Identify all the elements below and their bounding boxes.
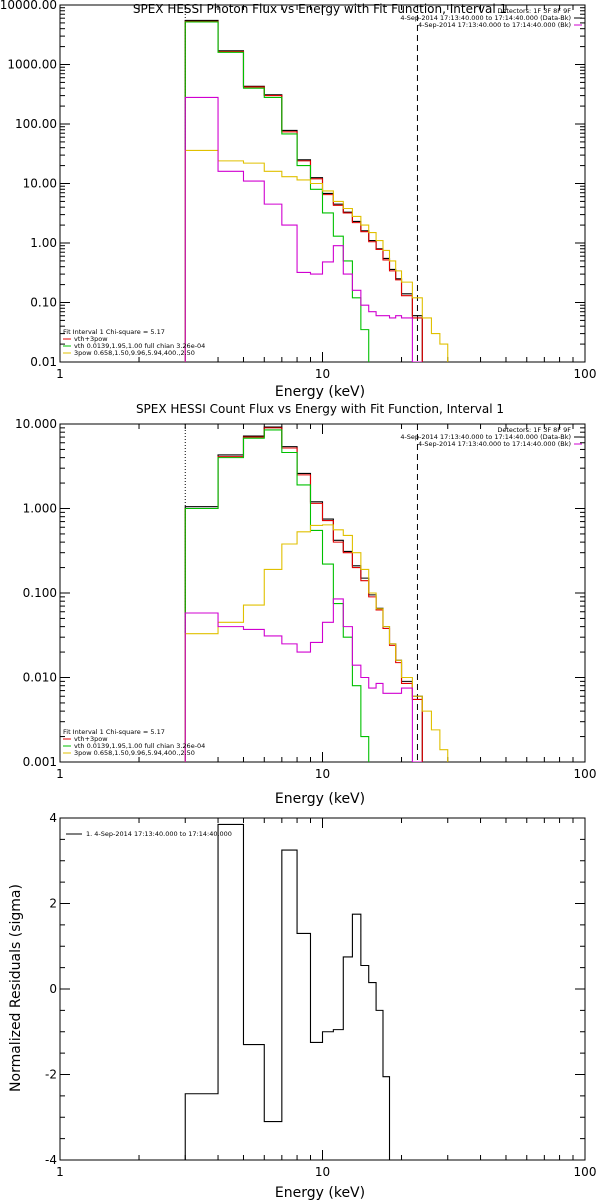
series-group bbox=[184, 19, 449, 362]
y-tick-label: 0.100 bbox=[23, 586, 57, 600]
residuals-panel: Energy (keV) Normalized Residuals (sigma… bbox=[8, 811, 597, 1201]
y-tick-label: 10.000 bbox=[15, 417, 57, 431]
y-tick-label: 0.01 bbox=[30, 355, 57, 369]
series-group bbox=[184, 823, 391, 1160]
plot-frame bbox=[59, 423, 586, 763]
legend-entry-label: 4-Sep-2014 17:13:40.000 to 17:14:40.000 … bbox=[418, 21, 571, 29]
series-step-line-3 bbox=[184, 524, 449, 762]
y-tick-label: 10000.00 bbox=[0, 0, 57, 12]
series-step-line-0 bbox=[184, 19, 423, 362]
legend-entry-label: Detectors: 1F 3F 8F 9F bbox=[497, 7, 571, 15]
count-flux-xlabel: Energy (keV) bbox=[275, 791, 365, 807]
y-tick-label: 100.00 bbox=[15, 117, 57, 131]
x-tick-label: 1 bbox=[56, 1165, 64, 1179]
legend-entry-label: vth 0.0139,1.95,1.00 full chian 3.26e-04 bbox=[74, 742, 205, 750]
series-step-line-2 bbox=[184, 21, 370, 362]
x-tick-label: 10 bbox=[315, 1165, 330, 1179]
y-tick-label: 0.010 bbox=[23, 671, 57, 685]
legend-entry-label: 4-Sep-2014 17:13:40.000 to 17:14:40.000 … bbox=[400, 14, 571, 22]
legend-entry-label: 1. 4-Sep-2014 17:13:40.000 to 17:14:40.0… bbox=[86, 830, 232, 838]
x-tick-label: 1 bbox=[56, 367, 64, 381]
legend-entry-label: Detectors: 1F 3F 8F 9F bbox=[497, 426, 571, 434]
x-tick-label: 10 bbox=[315, 367, 330, 381]
y-tick-label: 4 bbox=[49, 811, 57, 825]
series-step-line-4 bbox=[184, 598, 423, 762]
series-step-line-0 bbox=[184, 426, 423, 762]
x-tick-label: 100 bbox=[574, 367, 597, 381]
photon-flux-panel: SPEX HESSI Photon Flux vs Energy with Fi… bbox=[0, 0, 596, 400]
count-flux-title: SPEX HESSI Count Flux vs Energy with Fit… bbox=[136, 402, 504, 416]
plot-frame bbox=[59, 817, 586, 1161]
series-step-line-1 bbox=[184, 20, 423, 362]
x-tick-label: 100 bbox=[574, 767, 597, 781]
x-tick-label: 1 bbox=[56, 767, 64, 781]
y-tick-label: 10.00 bbox=[23, 177, 57, 191]
series-step-line-3 bbox=[184, 149, 449, 362]
legend-entry-label: 4-Sep-2014 17:13:40.000 to 17:14:40.000 … bbox=[418, 440, 571, 448]
series-group bbox=[184, 426, 449, 762]
y-tick-label: 1.00 bbox=[30, 236, 57, 250]
legend-entry-label: vth 0.0139,1.95,1.00 full chian 3.26e-04 bbox=[74, 342, 205, 350]
series-step-line-0 bbox=[184, 823, 391, 1160]
x-tick-label: 100 bbox=[574, 1165, 597, 1179]
x-tick-label: 10 bbox=[315, 767, 330, 781]
y-tick-label: 0.001 bbox=[23, 755, 57, 769]
y-tick-label: 0 bbox=[49, 982, 57, 996]
y-tick-label: 1.000 bbox=[23, 502, 57, 516]
y-tick-label: -2 bbox=[45, 1068, 57, 1082]
residuals-ylabel: Normalized Residuals (sigma) bbox=[8, 884, 24, 1092]
legend-entry-label: 3pow 0.658,1.50,9.96,5.94,400.,2.50 bbox=[74, 749, 195, 757]
y-tick-label: -4 bbox=[45, 1153, 57, 1167]
y-tick-label: 0.10 bbox=[30, 296, 57, 310]
residuals-xlabel: Energy (keV) bbox=[275, 1185, 365, 1200]
y-tick-label: 2 bbox=[49, 897, 57, 911]
series-step-line-2 bbox=[184, 429, 370, 762]
series-step-line-1 bbox=[184, 427, 423, 762]
count-flux-panel: SPEX HESSI Count Flux vs Energy with Fit… bbox=[15, 402, 596, 807]
legend-entry-label: Fit Interval 1 Chi-square = 5.17 bbox=[63, 728, 165, 736]
y-tick-label: 1000.00 bbox=[7, 58, 57, 72]
legend-entry-label: Fit Interval 1 Chi-square = 5.17 bbox=[63, 328, 165, 336]
legend-entry-label: vth+3pow bbox=[74, 335, 108, 343]
legend-entry-label: 4-Sep-2014 17:13:40.000 to 17:14:40.000 … bbox=[400, 433, 571, 441]
photon-flux-xlabel: Energy (keV) bbox=[275, 384, 365, 400]
legend-entry-label: vth+3pow bbox=[74, 735, 108, 743]
legend-entry-label: 3pow 0.658,1.50,9.96,5.94,400.,2.50 bbox=[74, 349, 195, 357]
series-step-line-4 bbox=[184, 96, 423, 362]
